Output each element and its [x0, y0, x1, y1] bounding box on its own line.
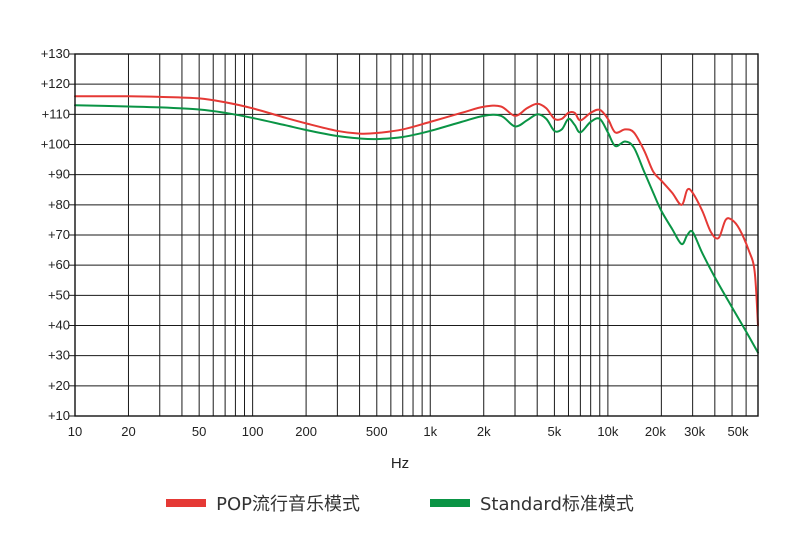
y-tick-label: +20 [48, 378, 70, 393]
x-tick-label: 10k [597, 424, 618, 439]
x-tick-label: 200 [295, 424, 317, 439]
y-tick-label: +50 [48, 287, 70, 302]
series-line-pop [74, 95, 759, 327]
y-tick-label: +30 [48, 348, 70, 363]
legend-label-pop: POP流行音乐模式 [216, 494, 360, 515]
y-tick-label: +10 [48, 408, 70, 423]
x-axis-title: Hz [391, 455, 409, 472]
legend: POP流行音乐模式 Standard标准模式 [0, 490, 800, 516]
x-tick-label: 500 [366, 424, 388, 439]
x-tick-label: 100 [242, 424, 264, 439]
y-tick-label: +80 [48, 197, 70, 212]
series-layer [74, 95, 759, 354]
legend-swatch-pop [166, 499, 207, 507]
x-tick-label: 50k [728, 424, 749, 439]
y-tick-label: +100 [41, 137, 70, 152]
legend-item-standard: Standard标准模式 [430, 490, 634, 516]
x-tick-label: 50 [192, 424, 206, 439]
x-tick-label: 20 [121, 424, 135, 439]
series-line-standard [74, 104, 759, 354]
y-tick-labels: +10 +20 +30 +40 +50 +60 +70 +80 +90 +100 +110 +120 +… [41, 46, 70, 423]
y-tick-label: +90 [48, 167, 70, 182]
x-tick-label: 10 [68, 424, 82, 439]
plot-frame [74, 53, 759, 417]
legend-item-pop: POP流行音乐模式 [166, 490, 360, 516]
x-tick-label: 2k [477, 424, 491, 439]
y-tick-label: +130 [41, 46, 70, 61]
legend-swatch-standard [430, 499, 470, 507]
x-tick-label: 30k [684, 424, 705, 439]
y-tick-label: +70 [48, 227, 70, 242]
y-tick-label: +110 [42, 106, 70, 121]
legend-label-standard: Standard标准模式 [480, 494, 634, 515]
x-tick-labels: 10 20 50 100 200 500 1k 2k 5k 10k 20k 30k 50k [68, 424, 749, 439]
x-tick-label: 1k [423, 424, 437, 439]
y-tick-label: +120 [41, 76, 70, 91]
y-tick-label: +60 [48, 257, 70, 272]
x-tick-label: 5k [548, 424, 562, 439]
y-tick-label: +40 [48, 318, 70, 333]
x-tick-label: 20k [645, 424, 666, 439]
